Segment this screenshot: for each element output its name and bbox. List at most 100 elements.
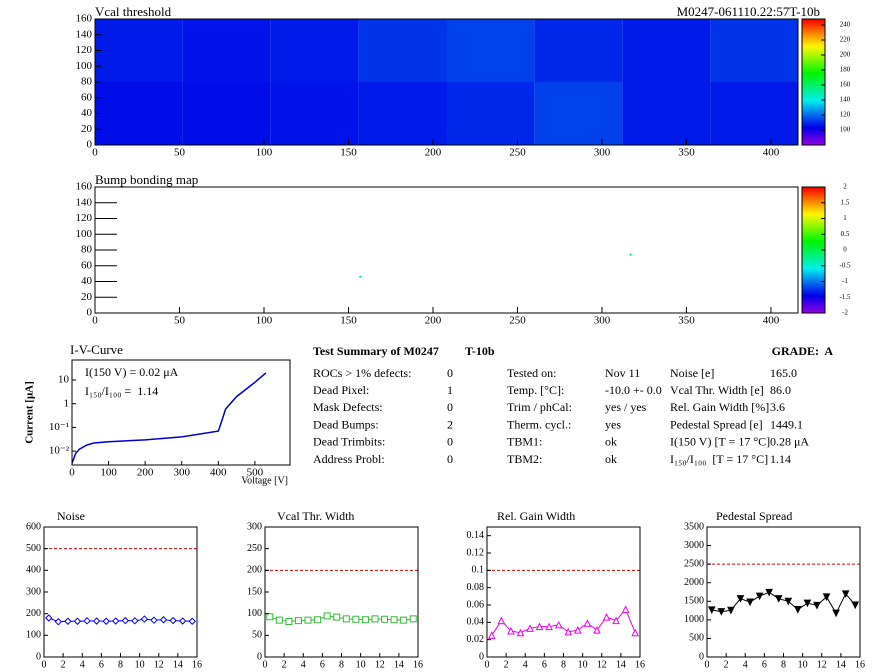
data-line — [711, 591, 856, 615]
x-tick-label: 8 — [781, 659, 786, 670]
chart-title: Rel. Gain Width — [497, 509, 575, 523]
color-bar-step — [802, 281, 825, 285]
color-bar-step — [802, 88, 825, 91]
marker — [390, 616, 398, 624]
marker — [554, 620, 563, 629]
x-tick-label: 200 — [425, 147, 442, 159]
marker — [851, 601, 860, 610]
y-tick-label: 40 — [81, 275, 93, 287]
y-tick-label: 80 — [81, 244, 93, 256]
marker — [275, 616, 283, 624]
color-bar-step — [802, 142, 825, 146]
color-bar-step — [802, 115, 825, 119]
y-tick-label: 60 — [81, 91, 93, 103]
plot-frame — [71, 359, 291, 466]
x-tick-label: 6 — [99, 659, 104, 670]
chart-title: Bump bonding map — [95, 172, 198, 187]
marker — [631, 628, 640, 637]
marker — [774, 595, 783, 603]
y-tick-label: 10 — [58, 374, 70, 386]
color-bar-step — [802, 275, 825, 278]
data-line — [72, 372, 267, 464]
x-tick-label: 500 — [247, 467, 264, 479]
x-tick-label: 250 — [509, 315, 526, 327]
y-tick-label: 160 — [76, 181, 93, 193]
x-tick-label: 10 — [356, 659, 366, 670]
result-cell: Tested on: — [507, 366, 556, 380]
marker — [178, 617, 187, 625]
color-bar-step — [802, 237, 825, 240]
marker — [381, 615, 389, 623]
color-bar-step — [802, 56, 825, 60]
color-bar-step — [802, 121, 825, 125]
heatmap-cell — [270, 19, 359, 82]
defect-label: Dead Pixel: — [313, 383, 369, 397]
marker — [602, 613, 611, 621]
color-bar-step — [802, 233, 825, 236]
color-bar-step — [802, 212, 825, 215]
heatmap-cell — [446, 19, 535, 82]
x-tick-label: 100 — [100, 467, 117, 479]
x-tick-label: 0 — [42, 659, 47, 670]
color-bar-step — [802, 201, 825, 205]
color-bar-label: 120 — [840, 111, 851, 119]
x-tick-label: 150 — [340, 315, 357, 327]
color-bar-step — [802, 77, 825, 81]
marker — [304, 616, 312, 624]
color-bar-label: -1.5 — [839, 293, 851, 301]
result-cell: TBM2: — [507, 452, 542, 466]
annotation: I(150 V) = 0.02 μA — [85, 365, 179, 379]
y-tick-label: 140 — [76, 196, 93, 208]
x-tick-label: 4 — [743, 659, 748, 670]
color-bar-step — [802, 264, 825, 268]
heatmap-cell — [446, 82, 535, 145]
color-bar-step — [802, 199, 825, 203]
color-bar-step — [802, 197, 825, 201]
marker — [150, 616, 158, 624]
x-tick-label: 12 — [817, 659, 827, 670]
color-bar-step — [802, 241, 825, 245]
color-bar-step — [802, 214, 825, 217]
y-tick-label: 3000 — [684, 540, 704, 551]
chart-title: Pedestal Spread — [716, 509, 792, 523]
color-bar-step — [802, 73, 825, 77]
color-bar-step — [802, 226, 825, 230]
marker — [487, 631, 496, 639]
color-bar-step — [802, 124, 825, 127]
x-tick-label: 4 — [80, 659, 85, 670]
marker — [159, 616, 168, 624]
color-bar-step — [802, 61, 825, 64]
marker — [400, 616, 408, 624]
y-tick-label: 500 — [26, 543, 41, 554]
marker — [266, 613, 274, 621]
y-tick-label: 100 — [247, 608, 262, 619]
color-bar-step — [802, 298, 825, 301]
marker — [765, 588, 773, 597]
marker — [583, 619, 592, 627]
color-bar-step — [802, 48, 825, 51]
result-cell: Rel. Gain Width [%] — [670, 400, 769, 414]
y-tick-label: 20 — [81, 291, 93, 303]
color-bar-step — [802, 220, 825, 224]
color-bar-step — [802, 96, 825, 100]
y-tick-label: 600 — [26, 521, 41, 532]
color-bar-step — [802, 71, 825, 75]
x-tick-label: 12 — [597, 659, 607, 670]
color-bar-step — [802, 302, 825, 306]
color-bar-step — [802, 310, 825, 314]
marker — [516, 628, 525, 637]
marker — [409, 615, 417, 623]
color-bar-step — [802, 65, 825, 68]
y-tick-label: 0.08 — [467, 582, 485, 593]
marker — [707, 606, 716, 614]
color-bar-step — [802, 271, 825, 274]
color-bar-step — [802, 218, 825, 222]
result-cell: 165.0 — [770, 366, 797, 380]
color-bar-step — [802, 136, 825, 140]
result-cell: ok — [605, 435, 617, 449]
result-cell: yes / yes — [605, 400, 647, 414]
data-line — [269, 615, 414, 622]
color-bar-step — [802, 296, 825, 299]
color-bar-step — [802, 208, 825, 211]
